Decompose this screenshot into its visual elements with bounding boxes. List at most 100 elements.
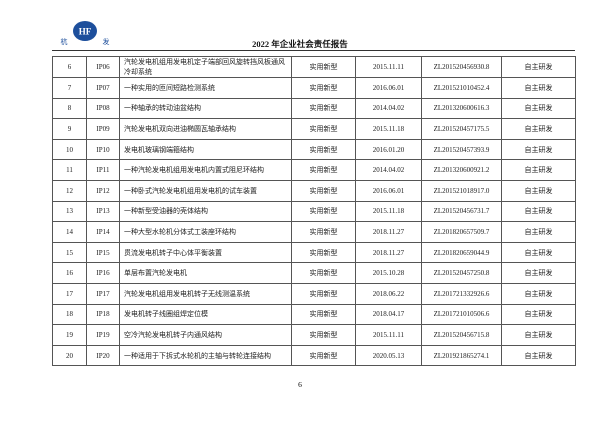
patent-type: 实用新型 xyxy=(291,262,356,284)
index: 12 xyxy=(52,179,87,202)
index: 15 xyxy=(52,241,87,264)
table-row: 7 IP07 一种实用的匝间短路检测系统 实用新型 2016.06.01 ZL201521… xyxy=(52,77,576,99)
header-title: 2022 年企业社会责任报告 xyxy=(252,39,348,49)
logo-text: 发 xyxy=(103,37,110,46)
table-row: 8 IP08 一种轴承的转动油盆结构 实用新型 2014.04.02 ZL20132060… xyxy=(52,97,576,120)
code: IP20 xyxy=(86,344,120,367)
date: 2016.06.01 xyxy=(355,179,422,202)
source: 自主研发 xyxy=(501,200,576,223)
patent-number: ZL201921865274.1 xyxy=(421,344,502,367)
code: IP10 xyxy=(86,138,120,161)
code: IP17 xyxy=(86,282,120,305)
table-row: 12 IP12 一种卧式汽轮发电机组用发电机的试车装置 实用新型 2016.06.01 Z… xyxy=(52,179,576,202)
patent-type: 实用新型 xyxy=(291,303,356,326)
patent-number: ZL201721010506.6 xyxy=(421,303,502,326)
date: 2018.06.22 xyxy=(355,282,422,305)
code: IP18 xyxy=(86,303,120,326)
code: IP19 xyxy=(86,324,120,346)
date: 2020.05.13 xyxy=(355,344,422,367)
source: 自主研发 xyxy=(501,97,576,120)
table-row: 14 IP14 一种大型水轮机分体式工装座环结构 实用新型 2018.11.27 ZL20… xyxy=(52,221,576,243)
index: 8 xyxy=(52,97,87,120)
date: 2018.11.27 xyxy=(355,241,422,264)
patent-name: 汽轮发电机组用发电机转子无线测温系统 xyxy=(119,282,292,305)
patent-table: 6 IP06 汽轮发电机组用发电机定子端部回风旋转挡风板通风冷却系统 实用新型 2015… xyxy=(52,56,576,367)
table-row: 10 IP10 发电机玻璃钢端箍结构 实用新型 2016.01.20 ZL20152045… xyxy=(52,138,576,161)
code: IP09 xyxy=(86,118,120,140)
source: 自主研发 xyxy=(501,241,576,264)
patent-number: ZL201520456715.8 xyxy=(421,324,502,346)
date: 2014.04.02 xyxy=(355,97,422,120)
patent-type: 实用新型 xyxy=(291,200,356,223)
patent-name: 单层布置汽轮发电机 xyxy=(119,262,292,284)
patent-number: ZL201520456731.7 xyxy=(421,200,502,223)
patent-type: 实用新型 xyxy=(291,97,356,120)
date: 2014.04.02 xyxy=(355,159,422,181)
patent-number: ZL201320600616.3 xyxy=(421,97,502,120)
index: 13 xyxy=(52,200,87,223)
date: 2016.06.01 xyxy=(355,77,422,99)
index: 14 xyxy=(52,221,87,243)
source: 自主研发 xyxy=(501,159,576,181)
patent-number: ZL201520456930.8 xyxy=(421,56,502,78)
source: 自主研发 xyxy=(501,77,576,99)
patent-name: 一种轴承的转动油盆结构 xyxy=(119,97,292,120)
code: IP14 xyxy=(86,221,120,243)
date: 2015.11.18 xyxy=(355,118,422,140)
date: 2015.11.18 xyxy=(355,200,422,223)
code: IP08 xyxy=(86,97,120,120)
index: 16 xyxy=(52,262,87,284)
source: 自主研发 xyxy=(501,118,576,140)
patent-name: 一种实用的匝间短路检测系统 xyxy=(119,77,292,99)
patent-name: 发电机转子线圈组焊定位模 xyxy=(119,303,292,326)
patent-name: 一种大型水轮机分体式工装座环结构 xyxy=(119,221,292,243)
patent-type: 实用新型 xyxy=(291,221,356,243)
patent-name: 一种汽轮发电机组用发电机内置式阻尼环结构 xyxy=(119,159,292,181)
code: IP11 xyxy=(86,159,120,181)
patent-type: 实用新型 xyxy=(291,138,356,161)
table-row: 11 IP11 一种汽轮发电机组用发电机内置式阻尼环结构 实用新型 2014.04.02… xyxy=(52,159,576,181)
code: IP15 xyxy=(86,241,120,264)
date: 2015.10.28 xyxy=(355,262,422,284)
source: 自主研发 xyxy=(501,138,576,161)
code: IP07 xyxy=(86,77,120,99)
table-row: 20 IP20 一种适用于下拆式水轮机的主轴与转轮连接结构 实用新型 2020.05.1… xyxy=(52,344,576,367)
date: 2015.11.11 xyxy=(355,56,422,78)
code: IP06 xyxy=(86,56,120,78)
source: 自主研发 xyxy=(501,262,576,284)
index: 9 xyxy=(52,118,87,140)
patent-number: ZL201820659044.9 xyxy=(421,241,502,264)
source: 自主研发 xyxy=(501,56,576,78)
code: IP16 xyxy=(86,262,120,284)
patent-name: 发电机玻璃钢端箍结构 xyxy=(119,138,292,161)
index: 20 xyxy=(52,344,87,367)
patent-type: 实用新型 xyxy=(291,282,356,305)
table-row: 16 IP16 单层布置汽轮发电机 实用新型 2015.10.28 ZL201520457… xyxy=(52,262,576,284)
table-row: 13 IP13 一种新型受油器的壳体结构 实用新型 2015.11.18 ZL201520… xyxy=(52,200,576,223)
patent-type: 实用新型 xyxy=(291,159,356,181)
index: 10 xyxy=(52,138,87,161)
patent-name: 空冷汽轮发电机转子内通风结构 xyxy=(119,324,292,346)
table-row: 9 IP09 汽轮发电机双向进油椭圆瓦轴承结构 实用新型 2015.11.18 ZL201… xyxy=(52,118,576,140)
index: 19 xyxy=(52,324,87,346)
patent-name: 汽轮发电机双向进油椭圆瓦轴承结构 xyxy=(119,118,292,140)
patent-number: ZL201521018917.0 xyxy=(421,179,502,202)
logo-mark: HF xyxy=(79,27,92,37)
index: 6 xyxy=(52,56,87,78)
source: 自主研发 xyxy=(501,179,576,202)
logo: HF 杭 发 xyxy=(61,21,110,46)
index: 17 xyxy=(52,282,87,305)
patent-number: ZL201520457393.9 xyxy=(421,138,502,161)
source: 自主研发 xyxy=(501,221,576,243)
code: IP12 xyxy=(86,179,120,202)
patent-name: 汽轮发电机组用发电机定子端部回风旋转挡风板通风冷却系统 xyxy=(119,56,292,78)
patent-name: 一种新型受油器的壳体结构 xyxy=(119,200,292,223)
page-number: 6 xyxy=(298,380,302,389)
patent-name: 一种适用于下拆式水轮机的主轴与转轮连接结构 xyxy=(119,344,292,367)
table-row: 15 IP15 贯流发电机转子中心体平衡装置 实用新型 2018.11.27 ZL2018… xyxy=(52,241,576,264)
patent-number: ZL201520457175.5 xyxy=(421,118,502,140)
header-rule xyxy=(52,50,575,51)
table-row: 19 IP19 空冷汽轮发电机转子内通风结构 实用新型 2015.11.11 ZL2015… xyxy=(52,324,576,346)
patent-number: ZL201721332926.6 xyxy=(421,282,502,305)
index: 11 xyxy=(52,159,87,181)
